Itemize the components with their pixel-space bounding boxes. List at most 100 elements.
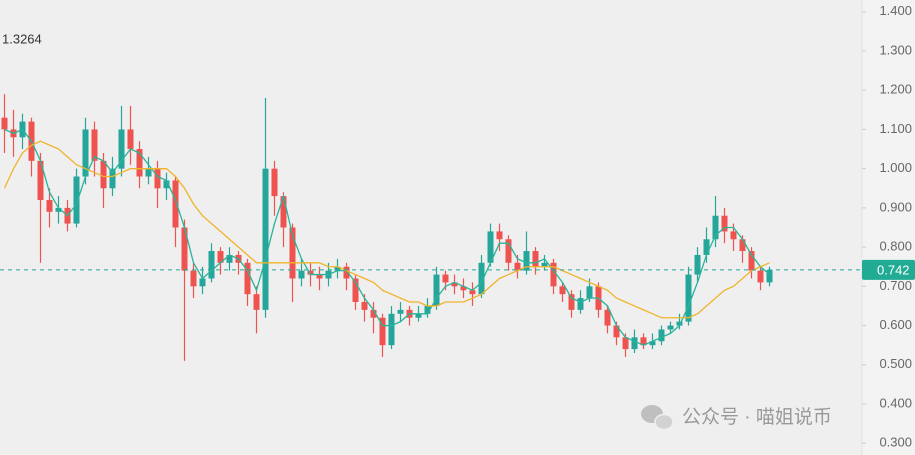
candle-body	[1, 117, 8, 130]
candle-body	[46, 200, 53, 212]
candle-body	[577, 298, 584, 310]
candle-body	[730, 231, 737, 240]
candle-body	[640, 337, 647, 346]
candle-body	[667, 325, 674, 330]
candle-body	[514, 262, 521, 271]
candle-body	[469, 290, 476, 295]
y-tick-label: 1.200	[879, 82, 912, 97]
y-tick-label: 1.100	[879, 121, 912, 136]
candle-body	[361, 302, 368, 310]
candle-body	[118, 129, 125, 169]
moving-average	[4, 128, 770, 346]
y-tick-label: 0.700	[879, 278, 912, 293]
y-tick-label: 1.400	[879, 3, 912, 18]
candle-body	[442, 274, 449, 283]
candle-body	[622, 337, 629, 350]
candle-body	[127, 129, 134, 150]
candle-body	[82, 129, 89, 177]
candle-body	[478, 262, 485, 295]
candle-body	[271, 168, 278, 197]
candle-body	[55, 207, 62, 212]
candle-body	[568, 294, 575, 310]
candle-body	[460, 286, 467, 291]
candle-body	[334, 266, 341, 271]
candle-body	[388, 313, 395, 346]
candle-body	[613, 325, 620, 338]
candle-body	[352, 278, 359, 303]
candle-body	[415, 313, 422, 318]
candle-body	[649, 341, 656, 346]
candle-body	[163, 180, 170, 189]
candle-body	[109, 168, 116, 189]
price-axis-panel	[862, 0, 915, 455]
moving-average	[3, 140, 770, 319]
candle-body	[532, 251, 539, 267]
candle-body	[487, 231, 494, 263]
candle-body	[739, 239, 746, 252]
candle-body	[721, 215, 728, 232]
last-price-label: 0.742	[877, 262, 910, 277]
candle-body	[757, 270, 764, 283]
candle-body	[370, 309, 377, 318]
candle-body	[631, 337, 638, 350]
candle-body	[217, 251, 224, 263]
candle-body	[523, 251, 530, 271]
candle-body	[586, 286, 593, 299]
candle-body	[226, 254, 233, 263]
candle-body	[307, 270, 314, 275]
candle-body	[289, 227, 296, 279]
watermark: 公众号 · 喵姐说币	[682, 406, 832, 428]
candle-body	[658, 329, 665, 342]
candle-body	[676, 321, 683, 326]
candle-body	[253, 294, 260, 310]
candle-body	[451, 282, 458, 287]
y-tick-label: 0.300	[879, 435, 912, 450]
candle-body	[685, 274, 692, 322]
candle-body	[316, 274, 323, 279]
candle-body	[496, 231, 503, 240]
candle-body	[748, 251, 755, 271]
candle-body	[424, 305, 431, 314]
candle-body	[181, 227, 188, 271]
candle-body	[208, 251, 215, 279]
candle-body	[100, 160, 107, 189]
last-price-badge	[862, 259, 915, 280]
candle-body	[154, 168, 161, 189]
candle-body	[712, 215, 719, 240]
candle-body	[91, 129, 98, 161]
candle-body	[559, 286, 566, 295]
candle-body	[343, 266, 350, 279]
candle-body	[550, 262, 557, 287]
candle-body	[190, 270, 197, 287]
watermark-icon	[641, 405, 674, 431]
y-tick-label: 1.300	[879, 42, 912, 57]
candle-body	[172, 180, 179, 228]
candle-body	[262, 168, 269, 310]
y-tick-label: 0.800	[879, 239, 912, 254]
candle-body	[145, 168, 152, 177]
candle-body	[199, 278, 206, 287]
y-tick-label: 0.400	[879, 395, 912, 410]
candle-body	[244, 262, 251, 295]
y-tick-label: 0.900	[879, 199, 912, 214]
y-tick-label: 1.000	[879, 160, 912, 175]
candle-body	[433, 274, 440, 306]
candle-body	[379, 317, 386, 346]
candle-body	[298, 270, 305, 279]
candle-body	[136, 149, 143, 177]
y-tick-label: 0.600	[879, 317, 912, 332]
candle-body	[37, 160, 44, 201]
legend-value: 1.3264	[2, 31, 42, 46]
y-tick-label: 0.500	[879, 356, 912, 371]
candle-body	[541, 262, 548, 267]
candle-body	[73, 176, 80, 224]
candle-body	[766, 269, 773, 283]
candle-body	[703, 239, 710, 255]
candle-body	[280, 196, 287, 228]
candle-body	[397, 309, 404, 314]
candle-body	[604, 309, 611, 326]
candle-body	[505, 239, 512, 263]
candle-body	[694, 254, 701, 275]
